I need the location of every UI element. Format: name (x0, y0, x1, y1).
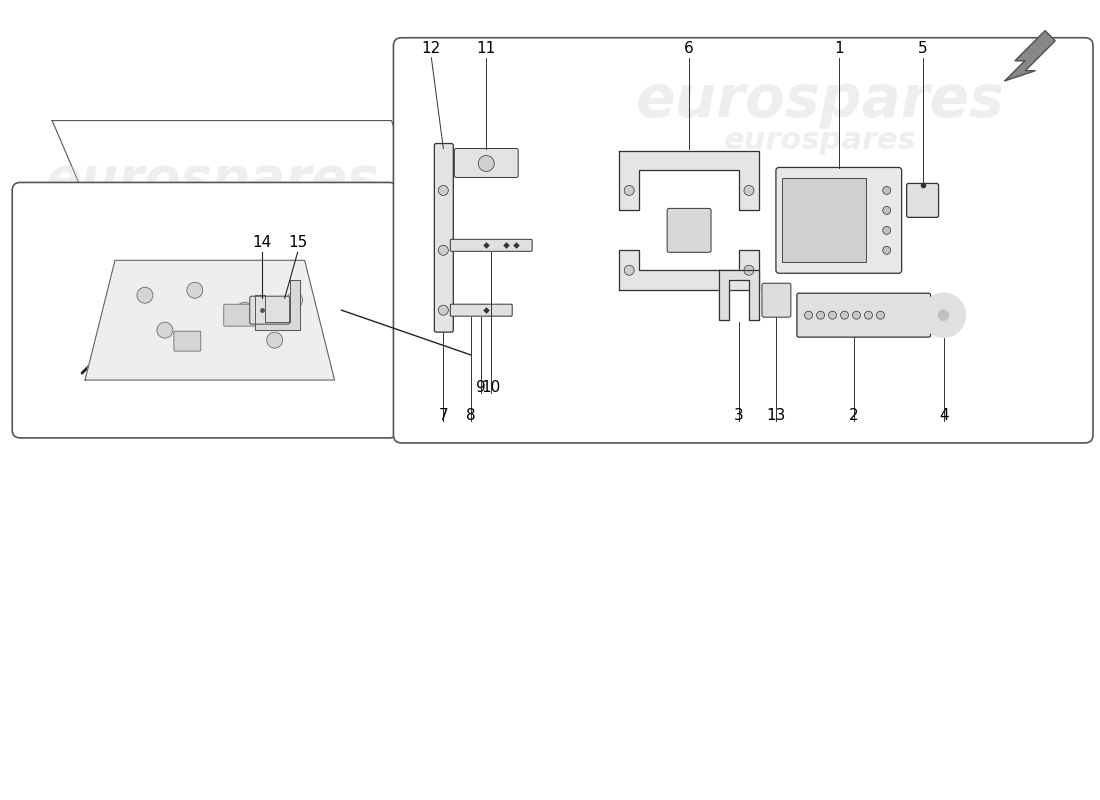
FancyBboxPatch shape (796, 294, 931, 337)
Circle shape (882, 206, 891, 214)
Text: 10: 10 (482, 380, 500, 395)
Polygon shape (619, 250, 759, 290)
Text: eurospares: eurospares (636, 72, 1005, 129)
Circle shape (852, 311, 860, 319)
Circle shape (438, 305, 449, 315)
FancyBboxPatch shape (776, 167, 902, 274)
Circle shape (828, 311, 836, 319)
FancyBboxPatch shape (250, 238, 333, 287)
Text: 6: 6 (684, 41, 694, 56)
Circle shape (266, 332, 283, 348)
FancyBboxPatch shape (450, 239, 532, 251)
FancyBboxPatch shape (450, 304, 513, 316)
FancyBboxPatch shape (394, 38, 1093, 443)
Circle shape (865, 311, 872, 319)
Text: 8: 8 (466, 408, 476, 423)
Circle shape (624, 186, 635, 195)
Polygon shape (32, 201, 82, 320)
FancyBboxPatch shape (250, 296, 289, 324)
Text: 4: 4 (938, 408, 948, 423)
Text: 13: 13 (767, 408, 785, 423)
FancyBboxPatch shape (782, 178, 866, 262)
Circle shape (236, 302, 253, 318)
FancyBboxPatch shape (454, 149, 518, 178)
Text: 7: 7 (439, 408, 448, 423)
FancyBboxPatch shape (174, 331, 201, 351)
Circle shape (882, 186, 891, 194)
Polygon shape (1005, 30, 1055, 81)
Circle shape (882, 246, 891, 254)
Circle shape (804, 311, 813, 319)
Circle shape (744, 186, 754, 195)
FancyBboxPatch shape (223, 304, 255, 326)
FancyBboxPatch shape (255, 244, 328, 271)
FancyBboxPatch shape (906, 183, 938, 218)
Text: eurospares: eurospares (724, 126, 917, 155)
Text: eurospares: eurospares (614, 130, 947, 182)
Circle shape (187, 282, 202, 298)
FancyBboxPatch shape (667, 208, 711, 252)
Circle shape (438, 186, 449, 195)
Circle shape (882, 226, 891, 234)
FancyBboxPatch shape (434, 143, 453, 332)
Circle shape (816, 311, 825, 319)
FancyBboxPatch shape (12, 182, 397, 438)
Circle shape (438, 246, 449, 255)
Polygon shape (42, 190, 441, 280)
Text: 14: 14 (252, 235, 272, 250)
Text: 12: 12 (421, 41, 441, 56)
Text: 11: 11 (476, 41, 496, 56)
Circle shape (287, 292, 303, 308)
Text: 3: 3 (734, 408, 744, 423)
Polygon shape (922, 294, 966, 337)
Polygon shape (85, 260, 334, 380)
Circle shape (877, 311, 884, 319)
Circle shape (624, 266, 635, 275)
Text: 15: 15 (288, 235, 307, 250)
Circle shape (840, 311, 848, 319)
Polygon shape (619, 150, 759, 210)
Circle shape (157, 322, 173, 338)
Text: 9: 9 (476, 380, 486, 395)
Circle shape (478, 155, 494, 171)
Circle shape (744, 266, 754, 275)
Text: eurospares: eurospares (598, 326, 844, 364)
Text: eurospares: eurospares (100, 306, 294, 334)
Text: eurospares: eurospares (45, 154, 378, 206)
Polygon shape (719, 270, 759, 320)
FancyBboxPatch shape (762, 283, 791, 317)
Text: 5: 5 (917, 41, 927, 56)
Text: 1: 1 (834, 41, 844, 56)
Text: 2: 2 (849, 408, 859, 423)
Polygon shape (938, 310, 948, 320)
Circle shape (138, 287, 153, 303)
Polygon shape (255, 280, 299, 330)
